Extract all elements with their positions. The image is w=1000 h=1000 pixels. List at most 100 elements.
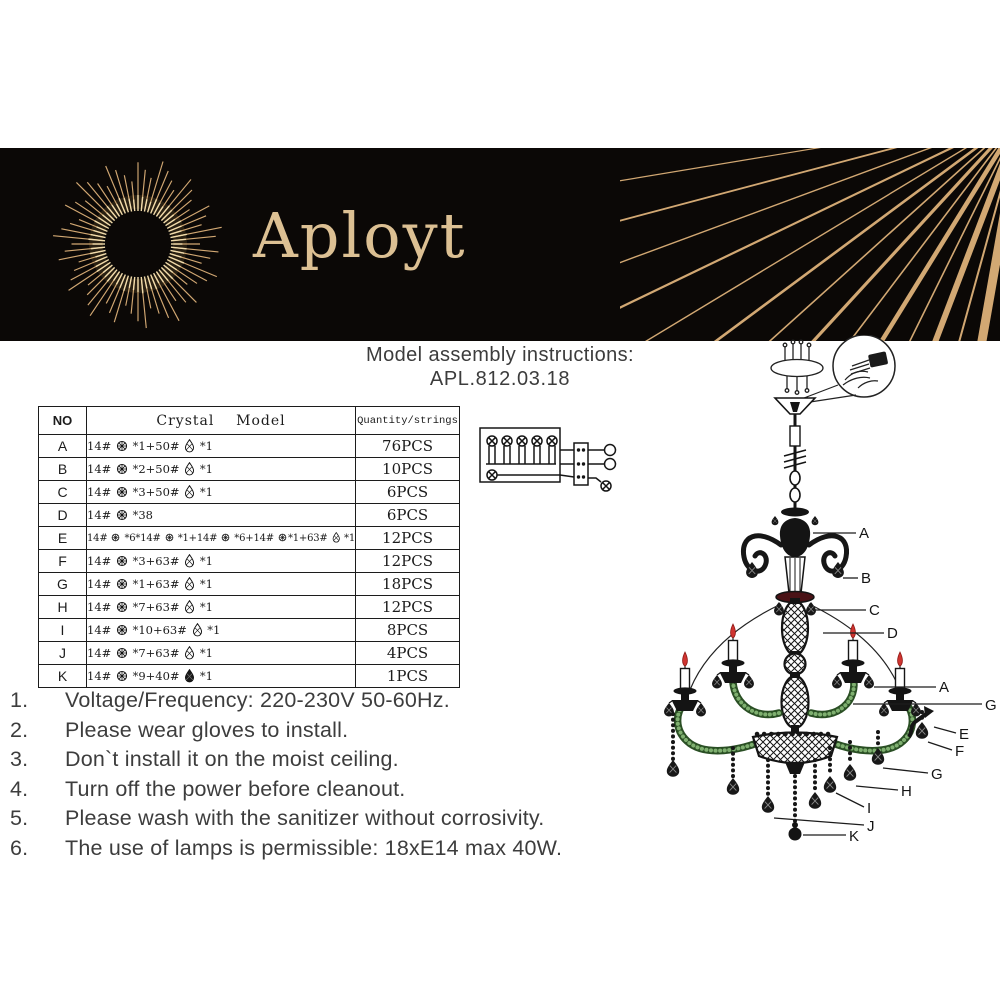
table-row: A 14# *1+50# *1 76PCS xyxy=(38,434,461,458)
diagram-label: G xyxy=(931,766,943,783)
sunburst-logo-icon xyxy=(53,161,222,329)
instruction-number: 4. xyxy=(10,776,29,801)
crosshatch-bead-icon xyxy=(116,463,127,475)
qty-cell: 10PCS xyxy=(355,457,461,481)
instruction-number: 5. xyxy=(10,806,29,830)
table-row: D 14# *38 6PCS xyxy=(38,503,461,527)
table-row: K 14# *9+40# *1 1PCS xyxy=(38,664,461,688)
decorative-rays xyxy=(620,148,1000,341)
leader-lines xyxy=(773,532,982,836)
qty-cell: 6PCS xyxy=(355,503,461,527)
diagram-label: C xyxy=(869,602,880,619)
model-cell: 14# *10+63# *1 xyxy=(85,618,357,642)
instruction-text: The use of lamps is permissible: 18xE14 … xyxy=(65,835,563,860)
model-cell: 14# *2+50# *1 xyxy=(85,457,357,481)
model-cell: 14# *7+63# *1 xyxy=(85,641,357,665)
crystal-bowl xyxy=(751,731,839,774)
brand-banner: Aployt xyxy=(0,148,1000,341)
diagram-label: A xyxy=(859,525,869,542)
crystal-drop-icon xyxy=(185,553,195,568)
instruction-item: 1. Voltage/Frequency: 220-230V 50-60Hz. xyxy=(10,686,650,716)
table-row: I 14# *10+63# *1 8PCS xyxy=(38,618,461,642)
model-cell: 14# *7+63# *1 xyxy=(85,595,357,619)
diagram-label: G xyxy=(985,697,997,714)
qty-cell: 76PCS xyxy=(355,434,461,458)
model-cell: 14# *1+50# *1 xyxy=(85,434,357,458)
header-model: Crystal Model xyxy=(85,406,357,435)
crosshatch-bead-icon xyxy=(116,670,127,682)
row-letter-cell: A xyxy=(38,434,87,458)
qty-cell: 6PCS xyxy=(355,480,461,504)
row-letter-cell: J xyxy=(38,641,87,665)
qty-cell: 18PCS xyxy=(355,572,461,596)
crystal-parts-table: NO Crystal Model Quantity/strings A 14# *… xyxy=(38,406,461,688)
crystal-drop-icon xyxy=(192,622,202,637)
row-letter-cell: G xyxy=(38,572,87,596)
beaded-arms xyxy=(673,672,917,755)
diagram-label: E xyxy=(959,726,969,743)
qty-cell: 12PCS xyxy=(355,595,461,619)
table-row: F 14# *3+63# *1 12PCS xyxy=(38,549,461,573)
model-cell: 14# *3+63# *1 xyxy=(85,549,357,573)
row-letter-cell: B xyxy=(38,457,87,481)
instruction-number: 2. xyxy=(10,717,29,742)
table-header-row: NO Crystal Model Quantity/strings xyxy=(38,406,461,435)
qty-cell: 12PCS xyxy=(355,526,461,550)
crystal-drop-icon xyxy=(185,438,195,453)
canopy-detail-sketch xyxy=(770,339,824,395)
page-title: Model assembly instructions: xyxy=(366,344,634,366)
brand-name: Aployt xyxy=(253,199,467,272)
diagram-label: B xyxy=(861,570,871,587)
instruction-text: Turn off the power before cleanout. xyxy=(65,776,406,801)
crystal-drop-icon xyxy=(185,461,195,476)
diagram-label: D xyxy=(887,625,898,642)
table-row: H 14# *7+63# *1 12PCS xyxy=(38,595,461,619)
crystal-drop-icon xyxy=(185,645,195,660)
instruction-number: 1. xyxy=(10,688,29,712)
table-row: B 14# *2+50# *1 10PCS xyxy=(38,457,461,481)
diagram-label: I xyxy=(867,800,871,817)
diagram-label: A xyxy=(939,679,949,696)
diagram-label: K xyxy=(849,828,859,845)
diagram-label: H xyxy=(901,783,912,800)
dark-crystal-drop-icon xyxy=(185,668,195,683)
qty-cell: 4PCS xyxy=(355,641,461,665)
header-no: NO xyxy=(38,406,87,435)
row-letter-cell: C xyxy=(38,480,87,504)
crosshatch-bead-icon xyxy=(116,555,127,567)
table-row: C 14# *3+50# *1 6PCS xyxy=(38,480,461,504)
qty-cell: 1PCS xyxy=(355,664,461,688)
bead-strings xyxy=(671,710,924,824)
table-row: G 14# *1+63# *1 18PCS xyxy=(38,572,461,596)
hanging-hook xyxy=(907,706,934,738)
instruction-text: Voltage/Frequency: 220-230V 50-60Hz. xyxy=(65,688,450,712)
crosshatch-bead-icon xyxy=(165,533,174,542)
crosshatch-bead-icon xyxy=(116,486,127,498)
row-letter-cell: D xyxy=(38,503,87,527)
model-cell: 14# *38 xyxy=(85,503,357,527)
crystal-table-body: A 14# *1+50# *1 76PCS B 14# *2+50# *1 10PCS C 1… xyxy=(38,434,461,688)
table-row: J 14# *7+63# *1 4PCS xyxy=(38,641,461,665)
instruction-number: 6. xyxy=(10,835,29,860)
instruction-item: 2. Please wear gloves to install. xyxy=(10,716,650,746)
instructions-list: 1. Voltage/Frequency: 220-230V 50-60Hz. … xyxy=(10,686,650,863)
wiring-hand-detail xyxy=(798,335,896,405)
row-letter-cell: F xyxy=(38,549,87,573)
crosshatch-bead-icon xyxy=(116,601,127,613)
crystal-drop-icon xyxy=(332,531,340,543)
crosshatch-bead-icon xyxy=(116,624,127,636)
instruction-text: Please wash with the sanitizer without c… xyxy=(65,806,545,830)
crosshatch-bead-icon xyxy=(116,647,127,659)
instruction-text: Please wear gloves to install. xyxy=(65,717,349,742)
instruction-text: Don`t install it on the moist ceiling. xyxy=(65,747,399,771)
row-letter-cell: H xyxy=(38,595,87,619)
ceiling-mount xyxy=(771,397,819,526)
instruction-item: 5. Please wash with the sanitizer withou… xyxy=(10,804,650,834)
model-number: APL.812.03.18 xyxy=(429,368,571,390)
central-stem xyxy=(773,518,817,737)
table-row: E 14# *6*14# *1+14# *6+14# *1+63# *1 12PCS xyxy=(38,526,461,550)
crosshatch-bead-icon xyxy=(222,533,230,542)
model-cell: 14# *6*14# *1+14# *6+14# *1+63# *1 xyxy=(85,526,357,550)
instruction-item: 4. Turn off the power before cleanout. xyxy=(10,775,650,805)
